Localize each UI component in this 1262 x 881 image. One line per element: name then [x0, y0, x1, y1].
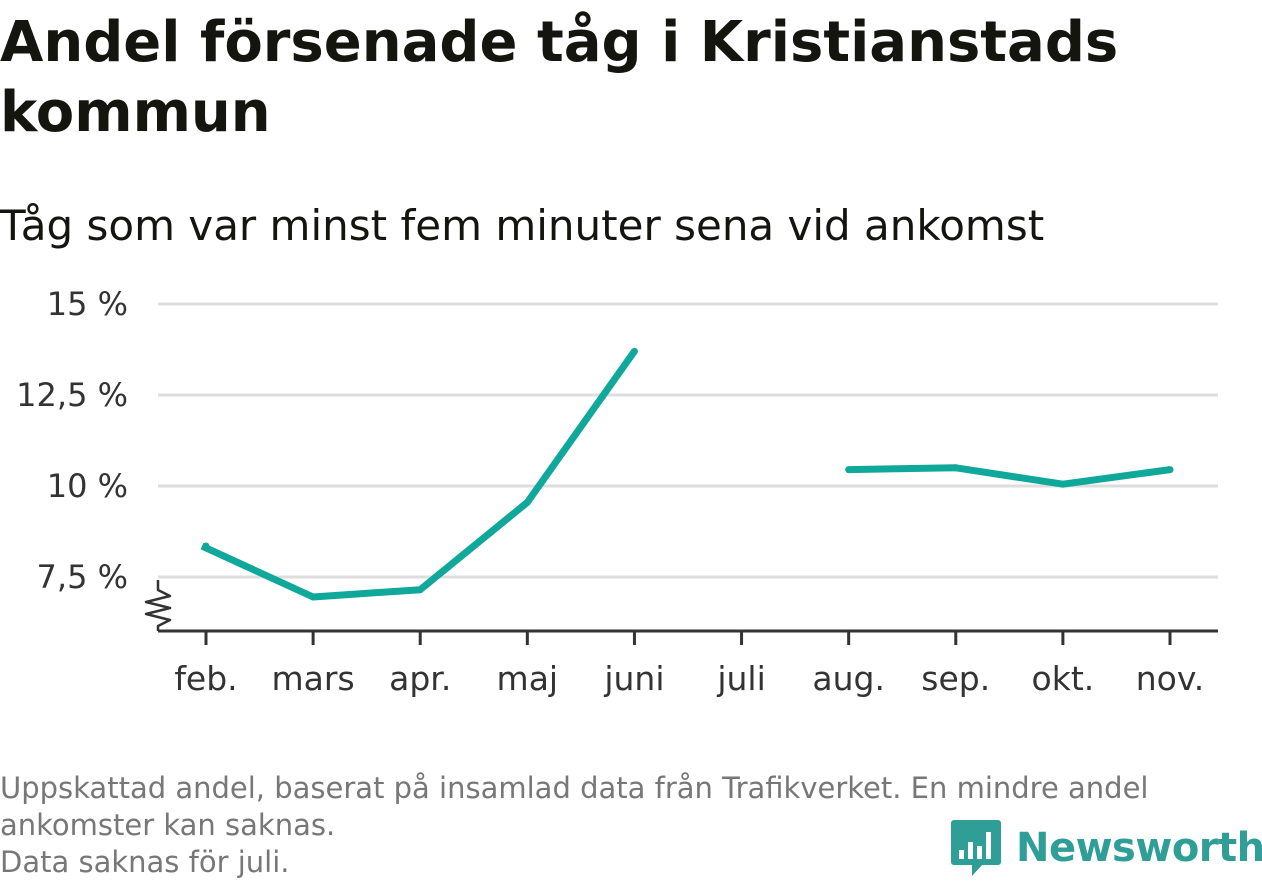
line-chart: 7,5 % 10 % 12,5 % 15 % feb. mars apr. maj juni j… — [16, 285, 1218, 698]
y-tick-label: 12,5 % — [16, 376, 128, 414]
data-point — [1059, 480, 1067, 488]
y-tick-label: 15 % — [47, 285, 128, 323]
x-tick-label: nov. — [1136, 659, 1205, 698]
y-axis-ticks: 7,5 % 10 % 12,5 % 15 % — [16, 285, 128, 596]
data-point — [1166, 466, 1174, 474]
brand: Newsworthy — [950, 818, 1262, 878]
footnote: Uppskattad andel, baserat på insamlad da… — [0, 770, 1250, 881]
x-axis-ticks: feb. mars apr. maj juni juli aug. sep. okt. nov. — [174, 631, 1204, 698]
y-tick-label: 10 % — [47, 467, 128, 505]
y-axis-break-icon — [144, 580, 172, 631]
footnote-line: Uppskattad andel, baserat på insamlad da… — [0, 771, 1149, 805]
data-point — [416, 586, 424, 594]
footnote-line: ankomster kan saknas. — [0, 808, 336, 842]
data-point — [845, 466, 853, 474]
x-tick-label: feb. — [174, 659, 237, 698]
x-tick-label: maj — [497, 659, 559, 698]
newsworthy-logo-icon — [951, 820, 1001, 876]
series-line — [200, 347, 1174, 601]
x-tick-label: juli — [716, 659, 765, 698]
x-axis — [144, 580, 1218, 633]
footnote-line: Data saknas för juli. — [0, 845, 290, 879]
chart-subtitle: Tåg som var minst fem minuter sena vid a… — [0, 201, 1045, 250]
x-tick-label: mars — [272, 659, 355, 698]
y-tick-label: 7,5 % — [37, 558, 128, 596]
x-tick-label: sep. — [921, 659, 990, 698]
series-line-segment — [848, 464, 1171, 488]
x-tick-label: okt. — [1032, 659, 1095, 698]
data-point — [630, 347, 638, 355]
data-point — [523, 498, 531, 506]
x-tick-label: apr. — [389, 659, 451, 698]
x-tick-label: aug. — [812, 659, 885, 698]
data-point — [309, 593, 317, 601]
chart-title: Andel försenade tåg i Kristianstads komm… — [0, 10, 1119, 145]
series-line-segment — [200, 349, 638, 601]
data-point — [952, 464, 960, 472]
gridlines — [158, 302, 1218, 579]
data-point — [202, 542, 210, 550]
x-tick-label: juni — [603, 659, 664, 698]
brand-name: Newsworthy — [1016, 825, 1262, 871]
